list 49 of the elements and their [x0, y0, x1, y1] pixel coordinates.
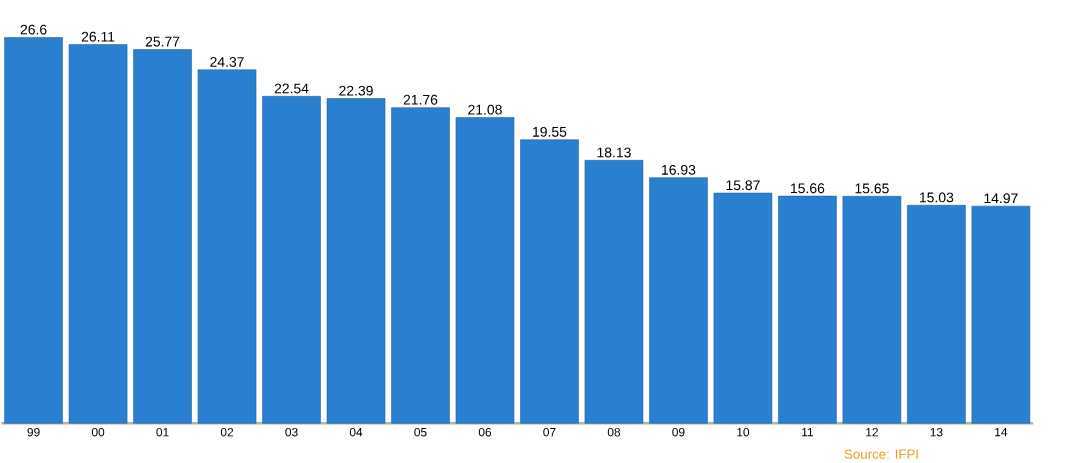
- bar: [391, 107, 450, 424]
- bar: [4, 37, 63, 424]
- x-tick-label: 99: [27, 427, 40, 437]
- data-label: 15.03: [920, 192, 954, 203]
- x-tick-label: 01: [156, 427, 169, 437]
- data-label: 15.65: [855, 183, 889, 194]
- bar: [520, 139, 579, 424]
- data-label: 15.87: [726, 180, 760, 191]
- bar: [971, 205, 1031, 424]
- x-tick-label: 00: [91, 427, 105, 437]
- x-tick-label: 06: [478, 427, 492, 437]
- x-tick-label: 10: [737, 427, 750, 437]
- data-label: 16.93: [662, 164, 696, 175]
- data-label: 21.76: [403, 94, 438, 105]
- bar: [326, 98, 386, 424]
- source-note: Source: IFPI: [844, 449, 918, 459]
- data-label: 14.97: [984, 193, 1018, 204]
- data-label: 24.37: [210, 56, 244, 67]
- x-tick-label: 09: [672, 427, 685, 437]
- bar: [68, 44, 128, 424]
- data-label: 26.6: [20, 24, 47, 35]
- x-tick-label: 12: [866, 427, 878, 437]
- bar: [778, 195, 837, 424]
- data-label: 19.55: [533, 126, 567, 137]
- x-tick-label: 14: [995, 427, 1008, 437]
- x-tick-label: 05: [414, 427, 427, 437]
- data-label: 15.66: [791, 183, 825, 194]
- x-tick-label: 02: [220, 427, 234, 437]
- data-label: 22.39: [339, 85, 373, 96]
- bar: [197, 69, 257, 424]
- bar: [455, 117, 515, 424]
- data-label: 26.11: [81, 31, 115, 42]
- x-tick-label: 13: [930, 427, 943, 437]
- bar: [713, 192, 773, 424]
- data-label: 18.13: [597, 147, 631, 158]
- bar: [842, 195, 902, 424]
- data-label: 21.08: [468, 104, 502, 115]
- bar: [649, 177, 708, 424]
- bar: [907, 204, 966, 424]
- x-tick-label: 11: [802, 427, 814, 437]
- bar: [262, 96, 321, 424]
- x-tick-label: 04: [349, 427, 363, 437]
- data-label: 25.77: [145, 36, 180, 47]
- x-tick-label: 07: [543, 427, 556, 437]
- bar: [133, 49, 192, 424]
- x-tick-label: 03: [285, 427, 298, 437]
- x-tick-label: 08: [607, 427, 621, 437]
- bar: [584, 159, 644, 424]
- data-label: 22.54: [274, 83, 309, 94]
